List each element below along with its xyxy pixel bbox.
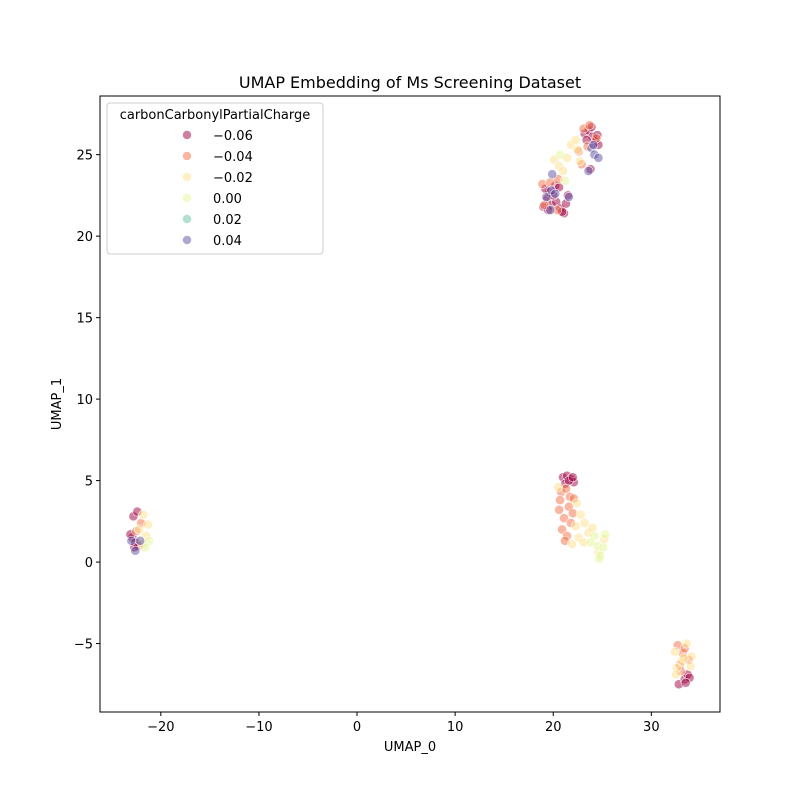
legend-entry-label: −0.06 [213, 129, 253, 144]
data-point [583, 166, 594, 176]
data-point [130, 545, 141, 556]
legend-entry-label: 0.00 [213, 192, 242, 207]
plot-frame [99, 95, 721, 713]
data-point [598, 542, 609, 553]
data-point [570, 135, 581, 145]
data-point [600, 529, 611, 540]
legend-entry-label: 0.02 [213, 213, 242, 228]
data-point [550, 188, 561, 199]
y-tick-label: 0 [85, 556, 93, 571]
legend-entry-label: −0.04 [213, 150, 253, 165]
y-tick-label: −5 [74, 638, 93, 653]
data-point [669, 646, 680, 657]
data-point [680, 677, 691, 688]
data-point [555, 149, 566, 160]
points-layer [125, 120, 697, 690]
data-point [567, 472, 578, 483]
legend-marker [182, 130, 192, 140]
data-point [143, 519, 154, 530]
legend-marker [182, 193, 192, 203]
legend-title: carbonCarbonylPartialCharge [120, 108, 311, 123]
data-point [135, 535, 146, 546]
legend-marker [182, 214, 192, 224]
legend: carbonCarbonylPartialCharge −0.06−0.04−0… [106, 102, 324, 255]
x-axis-label: UMAP_0 [384, 740, 436, 755]
data-point [558, 166, 568, 176]
x-tick-label: 20 [545, 720, 562, 735]
chart-title: UMAP Embedding of Ms Screening Dataset [239, 73, 581, 92]
data-point [678, 653, 689, 664]
data-point [560, 175, 570, 186]
legend-entries: −0.06 −0.04 −0.02 0.00 0.02 0.04 [182, 129, 253, 249]
data-point [126, 535, 137, 546]
x-tick-label: 0 [353, 720, 361, 735]
x-axis-ticks: −20 −10 0 10 20 30 [147, 712, 660, 735]
data-point [566, 539, 577, 550]
data-point [545, 205, 556, 216]
data-point [554, 504, 565, 515]
data-point [571, 498, 582, 509]
data-point [685, 661, 696, 672]
x-tick-label: 30 [643, 720, 660, 735]
legend-marker [182, 172, 192, 182]
y-tick-label: 15 [76, 312, 93, 327]
data-point [594, 553, 605, 564]
y-tick-label: 25 [76, 149, 93, 164]
data-point [572, 144, 583, 155]
y-tick-label: 10 [76, 393, 93, 408]
data-point [555, 495, 566, 506]
x-tick-label: −20 [147, 720, 174, 735]
data-point [593, 152, 604, 163]
data-point [559, 513, 569, 524]
legend-entry-label: −0.02 [213, 171, 253, 186]
legend-marker [182, 151, 192, 161]
legend-box [106, 102, 324, 255]
data-point [584, 120, 595, 131]
data-point [138, 509, 149, 520]
x-tick-label: −10 [245, 720, 272, 735]
data-point [563, 192, 574, 202]
legend-marker [182, 235, 192, 245]
data-point [570, 521, 581, 532]
data-point [670, 669, 681, 680]
y-axis-label: UMAP_1 [50, 378, 65, 430]
data-point [681, 638, 692, 649]
data-point [547, 169, 558, 180]
y-axis-ticks: −5 0 5 10 15 20 25 [74, 149, 100, 653]
data-point [134, 524, 145, 535]
data-point [585, 537, 596, 548]
data-point [587, 522, 598, 533]
y-tick-label: 5 [85, 475, 93, 490]
y-tick-label: 20 [76, 230, 93, 245]
data-point [588, 139, 599, 150]
data-point [553, 482, 564, 493]
legend-entry-label: 0.04 [213, 234, 242, 249]
x-tick-label: 10 [447, 720, 464, 735]
data-point [574, 156, 585, 167]
data-point [579, 518, 590, 528]
data-point [575, 509, 586, 520]
